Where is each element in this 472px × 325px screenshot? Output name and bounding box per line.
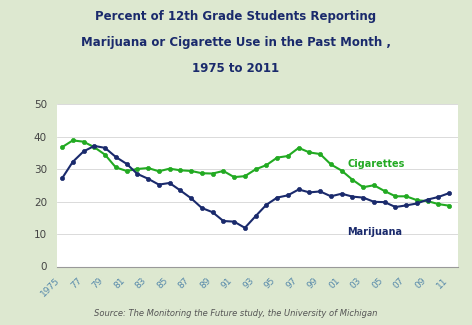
Text: Source: The Monitoring the Future study, the University of Michigan: Source: The Monitoring the Future study,… xyxy=(94,309,378,318)
Text: Cigarettes: Cigarettes xyxy=(347,159,405,169)
Text: Percent of 12th Grade Students Reporting: Percent of 12th Grade Students Reporting xyxy=(95,10,377,23)
Text: Marijuana or Cigarette Use in the Past Month ,: Marijuana or Cigarette Use in the Past M… xyxy=(81,36,391,49)
Text: 1975 to 2011: 1975 to 2011 xyxy=(193,62,279,75)
Text: Marijuana: Marijuana xyxy=(347,227,402,237)
